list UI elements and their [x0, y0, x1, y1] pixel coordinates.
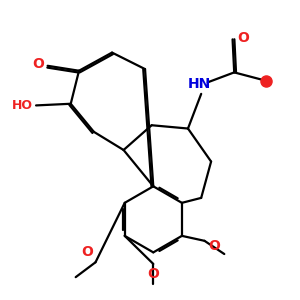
- Text: O: O: [32, 57, 44, 71]
- Text: O: O: [208, 239, 220, 253]
- Text: O: O: [238, 31, 249, 45]
- Text: HN: HN: [188, 76, 211, 91]
- Text: O: O: [81, 245, 93, 259]
- Text: O: O: [147, 267, 159, 281]
- Text: HO: HO: [12, 99, 33, 112]
